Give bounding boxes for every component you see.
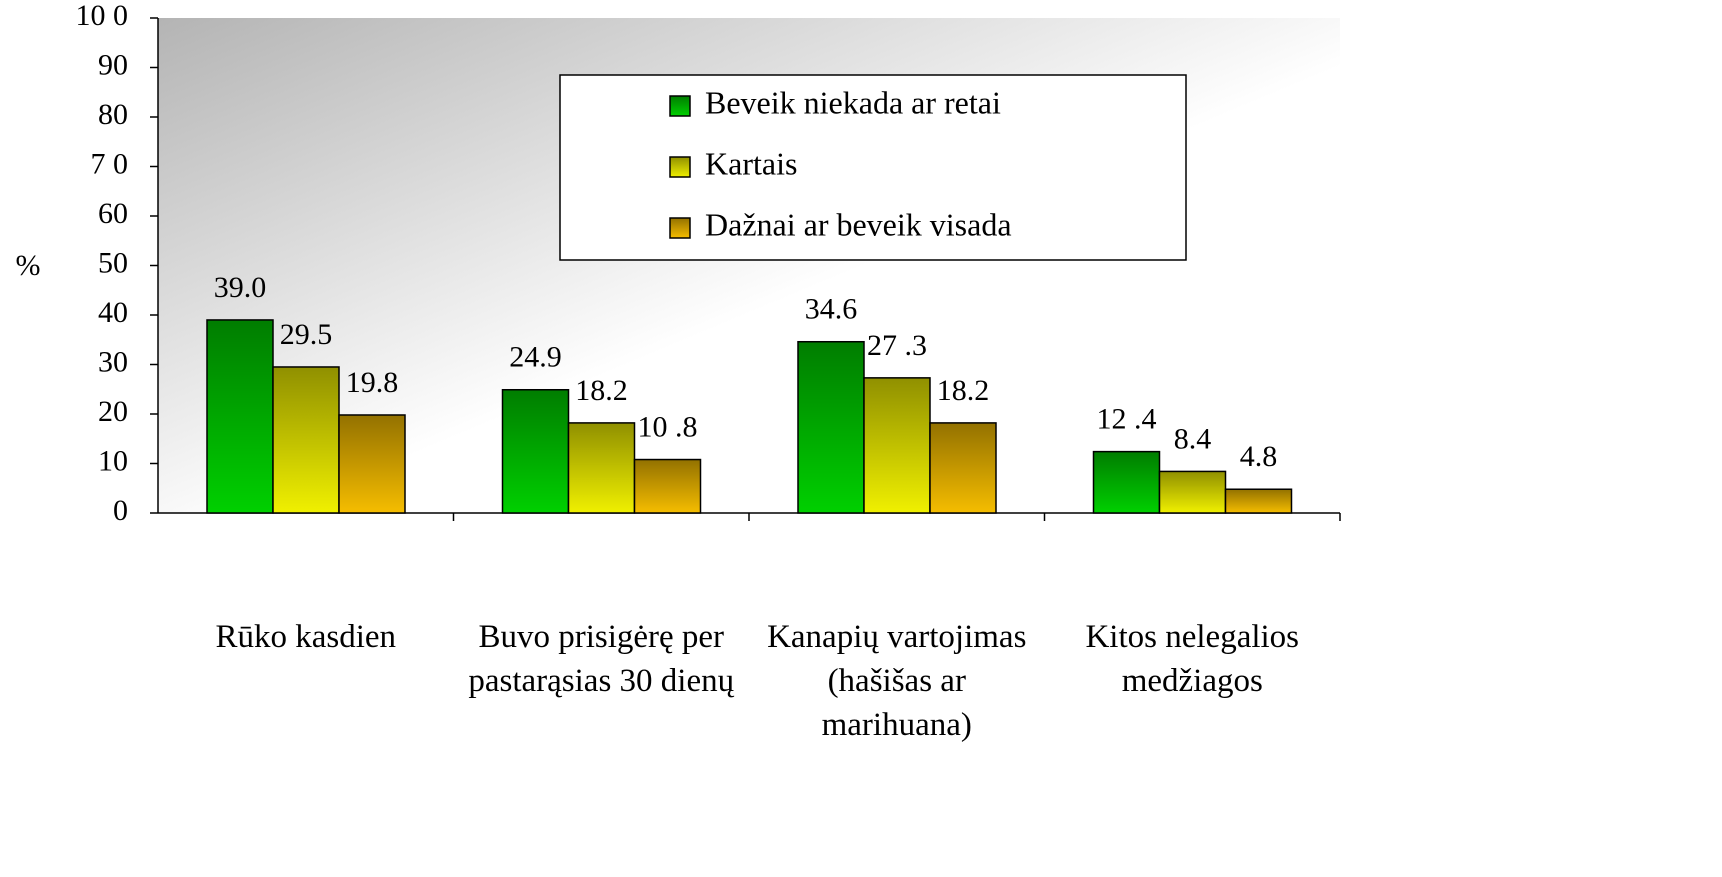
data-label: 18.2	[937, 374, 990, 407]
data-label: 27 .3	[867, 329, 927, 362]
bar-shade	[634, 459, 701, 513]
x-tick-label: Rūko kasdien	[215, 619, 397, 655]
bar-shade	[1225, 489, 1292, 513]
legend-label: Dažnai ar beveik visada	[705, 206, 1012, 242]
y-tick-label: 80	[98, 98, 128, 131]
y-tick-label: 50	[98, 246, 128, 279]
bar-shade	[1159, 471, 1226, 513]
bar-shade	[568, 422, 635, 513]
bar-shade	[273, 366, 339, 513]
data-label: 24.9	[509, 341, 562, 374]
legend-swatch-shade	[670, 218, 690, 238]
data-label: 29.5	[280, 318, 333, 351]
y-tick-label: 10 0	[76, 0, 129, 32]
legend-label: Kartais	[705, 145, 797, 181]
data-label: 12 .4	[1097, 403, 1157, 436]
legend-swatch-shade	[670, 96, 690, 116]
y-tick-label: 10	[98, 444, 128, 477]
y-tick-label: 30	[98, 345, 128, 378]
data-label: 34.6	[805, 293, 858, 326]
legend-label: Beveik niekada ar retai	[705, 84, 1001, 120]
y-tick-label: 90	[98, 48, 128, 81]
legend-swatch-shade	[670, 157, 690, 177]
y-tick-label: 20	[98, 395, 128, 428]
y-tick-label: 0	[113, 494, 128, 527]
y-tick-label: 40	[98, 296, 128, 329]
data-label: 8.4	[1174, 422, 1212, 455]
bar-shade	[864, 377, 930, 513]
x-tick-label: Buvo prisigėrę per pastarąsias 30 dienų	[468, 619, 735, 699]
x-tick-label: Kanapių vartojimas (hašišas ar marihuana…	[767, 619, 1027, 743]
y-axis-label: %	[16, 249, 41, 282]
y-tick-label: 7 0	[91, 147, 129, 180]
data-label: 39.0	[214, 271, 267, 304]
data-label: 4.8	[1240, 440, 1278, 473]
x-tick-label: Kitos nelegalios medžiagos	[1085, 619, 1300, 699]
bar-shade	[339, 414, 405, 513]
bar-shade	[930, 422, 996, 513]
data-label: 10 .8	[638, 410, 698, 443]
bar-shade	[502, 389, 569, 513]
data-label: 19.8	[346, 366, 399, 399]
y-tick-label: 60	[98, 197, 128, 230]
legend-box	[559, 74, 1187, 261]
bar-shade	[207, 319, 273, 513]
bar-shade	[1093, 451, 1160, 513]
bar-shade	[798, 341, 864, 513]
data-label: 18.2	[575, 374, 628, 407]
